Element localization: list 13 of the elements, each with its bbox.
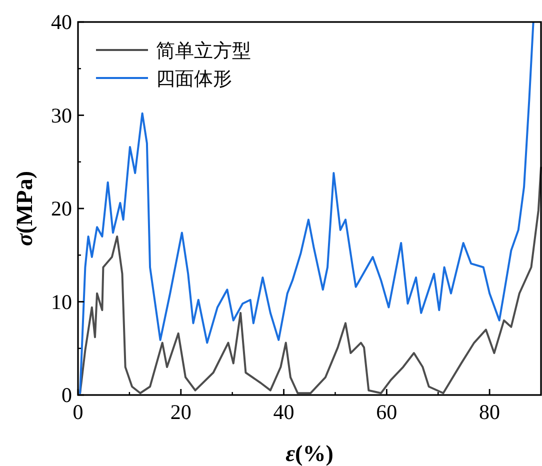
x-tick-label: 20 bbox=[170, 400, 192, 424]
legend-label: 简单立方型 bbox=[156, 40, 251, 62]
x-tick-label: 60 bbox=[376, 400, 398, 424]
y-tick-label: 0 bbox=[62, 383, 72, 407]
y-tick-label: 30 bbox=[51, 103, 72, 128]
y-tick-label: 40 bbox=[51, 10, 72, 34]
x-tick-label: 80 bbox=[479, 400, 500, 424]
x-tick-label: 40 bbox=[273, 400, 294, 424]
legend-label: 四面体形 bbox=[156, 68, 232, 90]
x-axis-title: ε(%) bbox=[286, 441, 334, 466]
y-axis-title: σ(MPa) bbox=[12, 171, 37, 246]
y-tick-label: 10 bbox=[51, 290, 72, 314]
y-tick-label: 20 bbox=[51, 196, 72, 220]
